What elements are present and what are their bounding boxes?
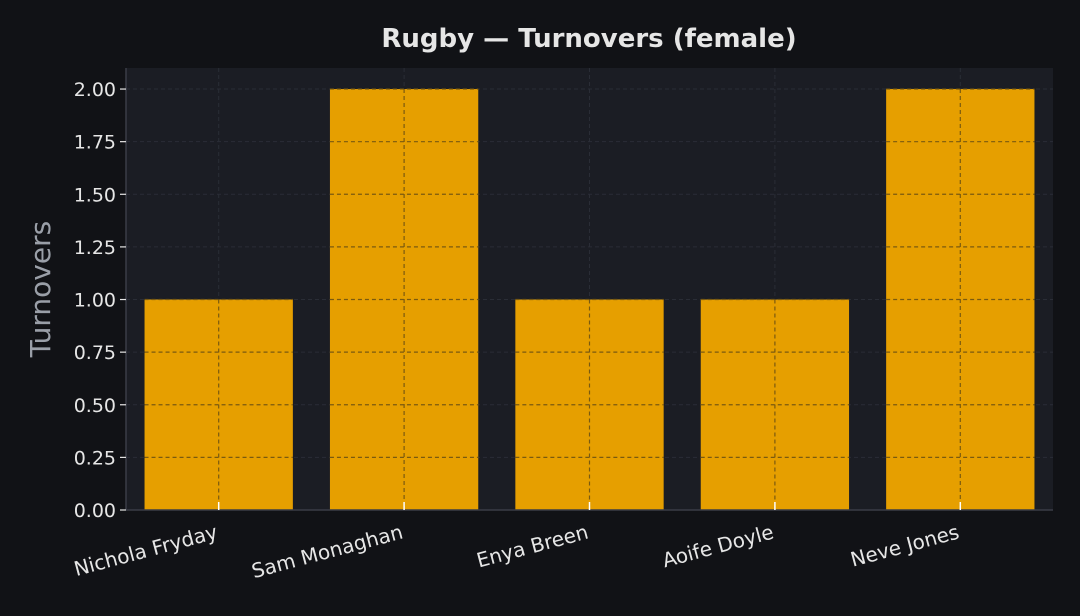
y-tick-label: 2.00 xyxy=(74,79,116,101)
y-tick-label: 1.75 xyxy=(74,132,116,154)
chart-title: Rugby — Turnovers (female) xyxy=(381,24,796,54)
y-tick-label: 0.25 xyxy=(74,447,116,469)
y-tick-label: 1.25 xyxy=(74,237,116,259)
y-tick-label: 1.50 xyxy=(74,184,116,206)
bar-overlay-grid xyxy=(144,88,1035,510)
y-tick-label: 0.50 xyxy=(74,395,116,417)
y-tick-label: 0.75 xyxy=(74,342,116,364)
y-tick-label: 0.00 xyxy=(74,500,116,522)
y-axis-label: Turnovers xyxy=(24,221,57,358)
y-tick-label: 1.00 xyxy=(74,290,116,312)
y-axis-ticks: 0.00 0.25 0.50 0.75 1.00 1.25 1.50 1.75 2.00 xyxy=(74,79,126,522)
